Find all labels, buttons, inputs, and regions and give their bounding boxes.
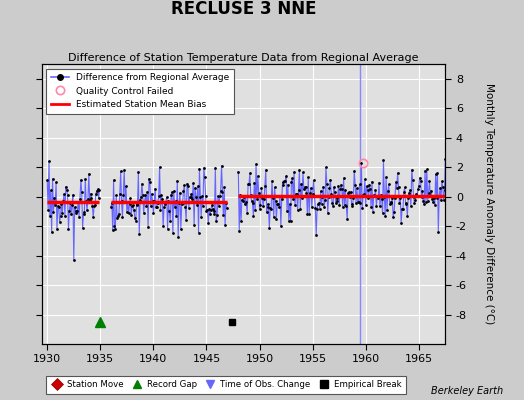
Title: Difference of Station Temperature Data from Regional Average: Difference of Station Temperature Data f… bbox=[69, 53, 419, 63]
Legend: Difference from Regional Average, Quality Control Failed, Estimated Station Mean: Difference from Regional Average, Qualit… bbox=[47, 68, 234, 114]
Text: RECLUSE 3 NNE: RECLUSE 3 NNE bbox=[171, 0, 316, 18]
Text: Berkeley Earth: Berkeley Earth bbox=[431, 386, 503, 396]
Y-axis label: Monthly Temperature Anomaly Difference (°C): Monthly Temperature Anomaly Difference (… bbox=[484, 83, 494, 325]
Legend: Station Move, Record Gap, Time of Obs. Change, Empirical Break: Station Move, Record Gap, Time of Obs. C… bbox=[46, 376, 406, 394]
